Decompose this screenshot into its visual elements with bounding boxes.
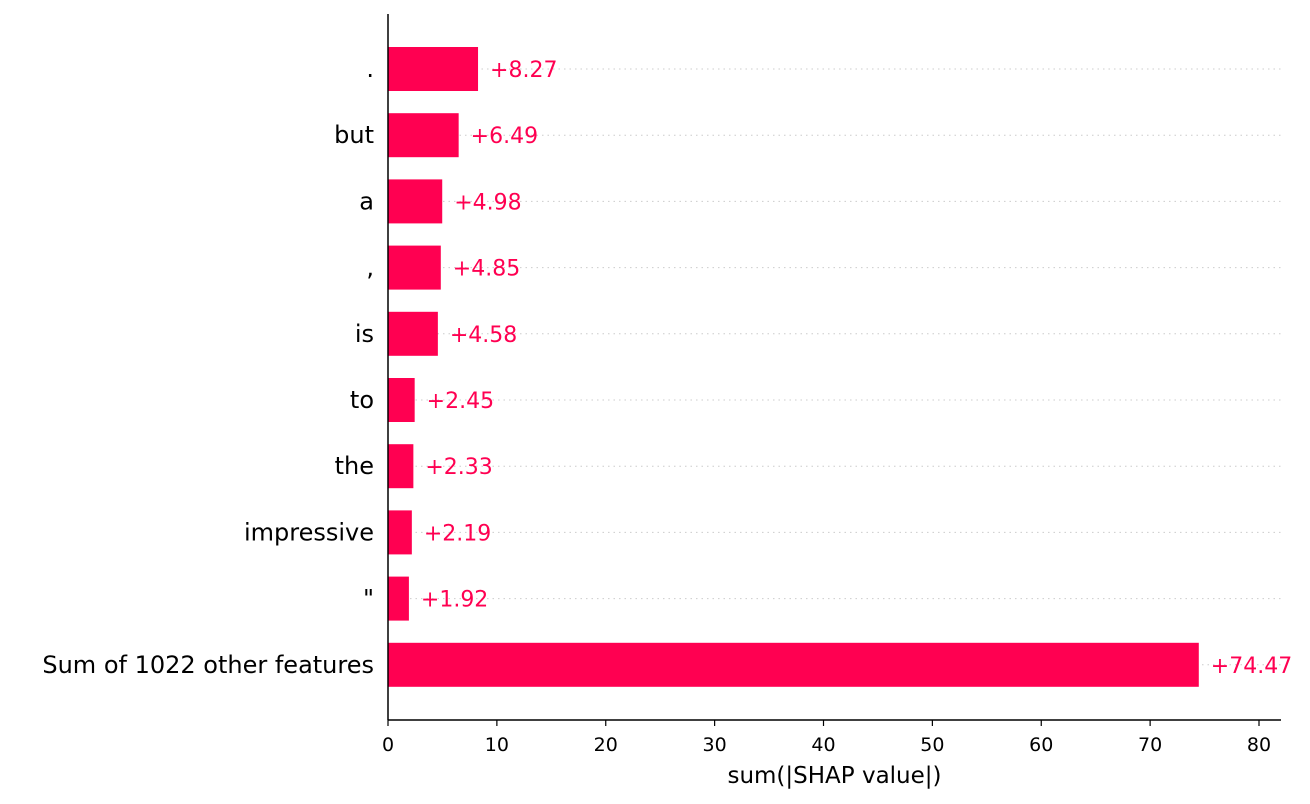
value-label: +2.33 xyxy=(425,455,492,480)
category-label: is xyxy=(355,320,374,348)
category-labels: . but a, is to the impressive " Sum of 1022 othe… xyxy=(42,55,374,679)
category-label: the xyxy=(335,452,374,480)
bar-7 xyxy=(388,444,414,489)
bar-4 xyxy=(388,245,441,290)
bar-5 xyxy=(388,311,438,356)
bar-2 xyxy=(388,113,459,158)
category-label: but xyxy=(334,121,374,149)
value-label: +2.45 xyxy=(427,389,494,414)
x-tick-label: 70 xyxy=(1138,734,1162,756)
category-label: , xyxy=(366,254,374,282)
x-tick-label: 10 xyxy=(485,734,509,756)
value-label: +2.19 xyxy=(424,521,491,546)
x-tick-label: 60 xyxy=(1029,734,1053,756)
x-axis-title: sum(|SHAP value|) xyxy=(727,763,941,789)
x-tick-label: 30 xyxy=(703,734,727,756)
category-label: " xyxy=(363,585,374,613)
bar-8 xyxy=(388,510,412,555)
row-guide-lines xyxy=(388,68,1281,666)
x-tick-label: 50 xyxy=(920,734,944,756)
value-label: +4.58 xyxy=(450,323,517,348)
bar-1 xyxy=(388,47,479,91)
value-label: +6.49 xyxy=(471,124,538,149)
value-label: +8.27 xyxy=(490,58,557,83)
x-tick-label: 0 xyxy=(382,734,394,756)
value-label: +4.98 xyxy=(454,190,521,215)
category-label: . xyxy=(366,55,374,83)
value-labels: +8.27 +6.49 +4.98 +4.85 +4.58 +2.45 +2.33 +2.19… xyxy=(421,58,1292,679)
category-label: a xyxy=(359,187,374,215)
bar-10 xyxy=(388,642,1199,687)
bars xyxy=(388,47,1199,687)
x-tick-label: 80 xyxy=(1247,734,1271,756)
bar-9 xyxy=(388,576,409,621)
value-label: +74.47 xyxy=(1211,654,1292,679)
bar-3 xyxy=(388,179,443,224)
value-label: +4.85 xyxy=(453,257,520,282)
x-tick-label: 40 xyxy=(811,734,835,756)
category-label: Sum of 1022 other features xyxy=(42,651,374,679)
value-label: +1.92 xyxy=(421,588,488,613)
bar-6 xyxy=(388,378,415,422)
category-label: impressive xyxy=(244,518,374,546)
x-tick-label: 20 xyxy=(594,734,618,756)
x-axis-ticks: 0 10 20 30 40 50 60 70 80 xyxy=(382,720,1271,756)
category-label: to xyxy=(350,386,374,414)
